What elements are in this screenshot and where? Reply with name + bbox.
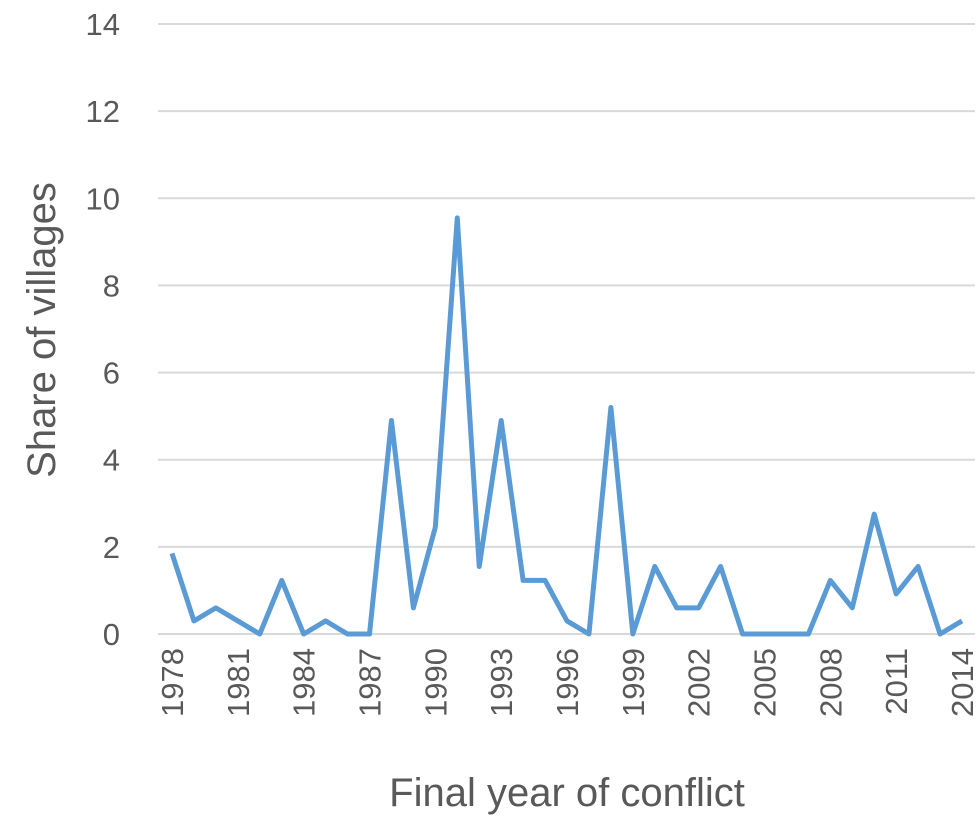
x-tick-label: 1978 <box>155 648 190 717</box>
x-tick-label: 1987 <box>353 648 388 717</box>
y-tick-label: 14 <box>86 7 120 42</box>
x-tick-label: 1993 <box>484 648 519 717</box>
y-tick-label: 6 <box>103 356 120 391</box>
x-tick-label: 1999 <box>616 648 651 717</box>
x-tick-label: 2008 <box>813 648 848 717</box>
x-tick-label: 1990 <box>418 648 453 717</box>
x-tick-label: 2014 <box>945 648 980 717</box>
x-axis-title: Final year of conflict <box>389 771 745 815</box>
x-tick-label: 1981 <box>221 648 256 717</box>
data-line <box>169 215 964 637</box>
x-tick-label: 2011 <box>879 648 914 715</box>
x-tick-label: 2005 <box>748 648 783 717</box>
y-axis-title: Share of villages <box>20 182 64 478</box>
y-tick-label: 10 <box>86 181 120 216</box>
y-tick-label: 2 <box>103 530 120 565</box>
y-tick-label: 0 <box>103 617 120 652</box>
x-tick-label: 2002 <box>682 648 717 717</box>
x-tick-label: 1984 <box>287 648 322 717</box>
x-tick-label: 1996 <box>550 648 585 717</box>
y-tick-label: 4 <box>103 443 120 478</box>
y-tick-label: 8 <box>103 268 120 303</box>
y-tick-label: 12 <box>86 94 120 129</box>
